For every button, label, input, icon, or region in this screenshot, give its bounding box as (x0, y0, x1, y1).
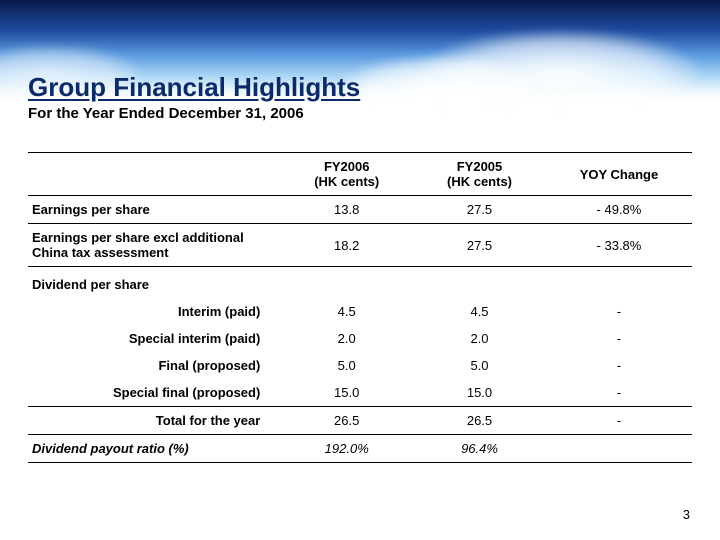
financial-table: FY2006 (HK cents) FY2005 (HK cents) YOY … (28, 152, 692, 463)
header-fy2006-l2: (HK cents) (284, 174, 409, 189)
cell-total-fy2006: 26.5 (280, 407, 413, 435)
row-label-dps: Dividend per share (28, 267, 692, 299)
cell-payout-fy2006: 192.0% (280, 435, 413, 463)
cell-eps-yoy: - 49.8% (546, 196, 692, 224)
table-row: Interim (paid) 4.5 4.5 - (28, 298, 692, 325)
table-row: Dividend payout ratio (%) 192.0% 96.4% (28, 435, 692, 463)
header-fy2006-l1: FY2006 (284, 159, 409, 174)
row-label-eps: Earnings per share (28, 196, 280, 224)
cell-spec-final-yoy: - (546, 379, 692, 407)
row-label-final: Final (proposed) (28, 352, 280, 379)
table-row: Special final (proposed) 15.0 15.0 - (28, 379, 692, 407)
table-row: Final (proposed) 5.0 5.0 - (28, 352, 692, 379)
cell-final-fy2006: 5.0 (280, 352, 413, 379)
table-section-head: Dividend per share (28, 267, 692, 299)
cell-spec-final-fy2006: 15.0 (280, 379, 413, 407)
header-fy2006: FY2006 (HK cents) (280, 153, 413, 196)
table-row: Total for the year 26.5 26.5 - (28, 407, 692, 435)
slide-subtitle: For the Year Ended December 31, 2006 (28, 105, 692, 122)
row-label-total: Total for the year (28, 407, 280, 435)
cell-payout-yoy (546, 435, 692, 463)
cell-eps-fy2006: 13.8 (280, 196, 413, 224)
row-label-spec-int: Special interim (paid) (28, 325, 280, 352)
cell-eps-excl-fy2005: 27.5 (413, 224, 546, 267)
cell-interim-fy2006: 4.5 (280, 298, 413, 325)
cell-spec-int-fy2005: 2.0 (413, 325, 546, 352)
row-label-interim: Interim (paid) (28, 298, 280, 325)
header-fy2005: FY2005 (HK cents) (413, 153, 546, 196)
header-fy2005-l2: (HK cents) (417, 174, 542, 189)
table-row: Special interim (paid) 2.0 2.0 - (28, 325, 692, 352)
cell-total-yoy: - (546, 407, 692, 435)
slide-title: Group Financial Highlights (28, 72, 692, 103)
cell-total-fy2005: 26.5 (413, 407, 546, 435)
header-blank (28, 153, 280, 196)
header-fy2005-l1: FY2005 (417, 159, 542, 174)
table-row: Earnings per share excl additional China… (28, 224, 692, 267)
cell-interim-fy2005: 4.5 (413, 298, 546, 325)
cell-payout-fy2005: 96.4% (413, 435, 546, 463)
header-yoy: YOY Change (546, 153, 692, 196)
row-label-eps-excl: Earnings per share excl additional China… (28, 224, 280, 267)
cell-eps-excl-fy2006: 18.2 (280, 224, 413, 267)
cell-spec-int-fy2006: 2.0 (280, 325, 413, 352)
cell-spec-int-yoy: - (546, 325, 692, 352)
cell-interim-yoy: - (546, 298, 692, 325)
cell-eps-excl-yoy: - 33.8% (546, 224, 692, 267)
row-label-spec-final: Special final (proposed) (28, 379, 280, 407)
row-label-payout: Dividend payout ratio (%) (28, 435, 280, 463)
table-row: Earnings per share 13.8 27.5 - 49.8% (28, 196, 692, 224)
table-header-row: FY2006 (HK cents) FY2005 (HK cents) YOY … (28, 153, 692, 196)
slide-content: Group Financial Highlights For the Year … (0, 0, 720, 463)
cell-eps-fy2005: 27.5 (413, 196, 546, 224)
cell-final-fy2005: 5.0 (413, 352, 546, 379)
cell-spec-final-fy2005: 15.0 (413, 379, 546, 407)
cell-final-yoy: - (546, 352, 692, 379)
page-number: 3 (683, 507, 690, 522)
